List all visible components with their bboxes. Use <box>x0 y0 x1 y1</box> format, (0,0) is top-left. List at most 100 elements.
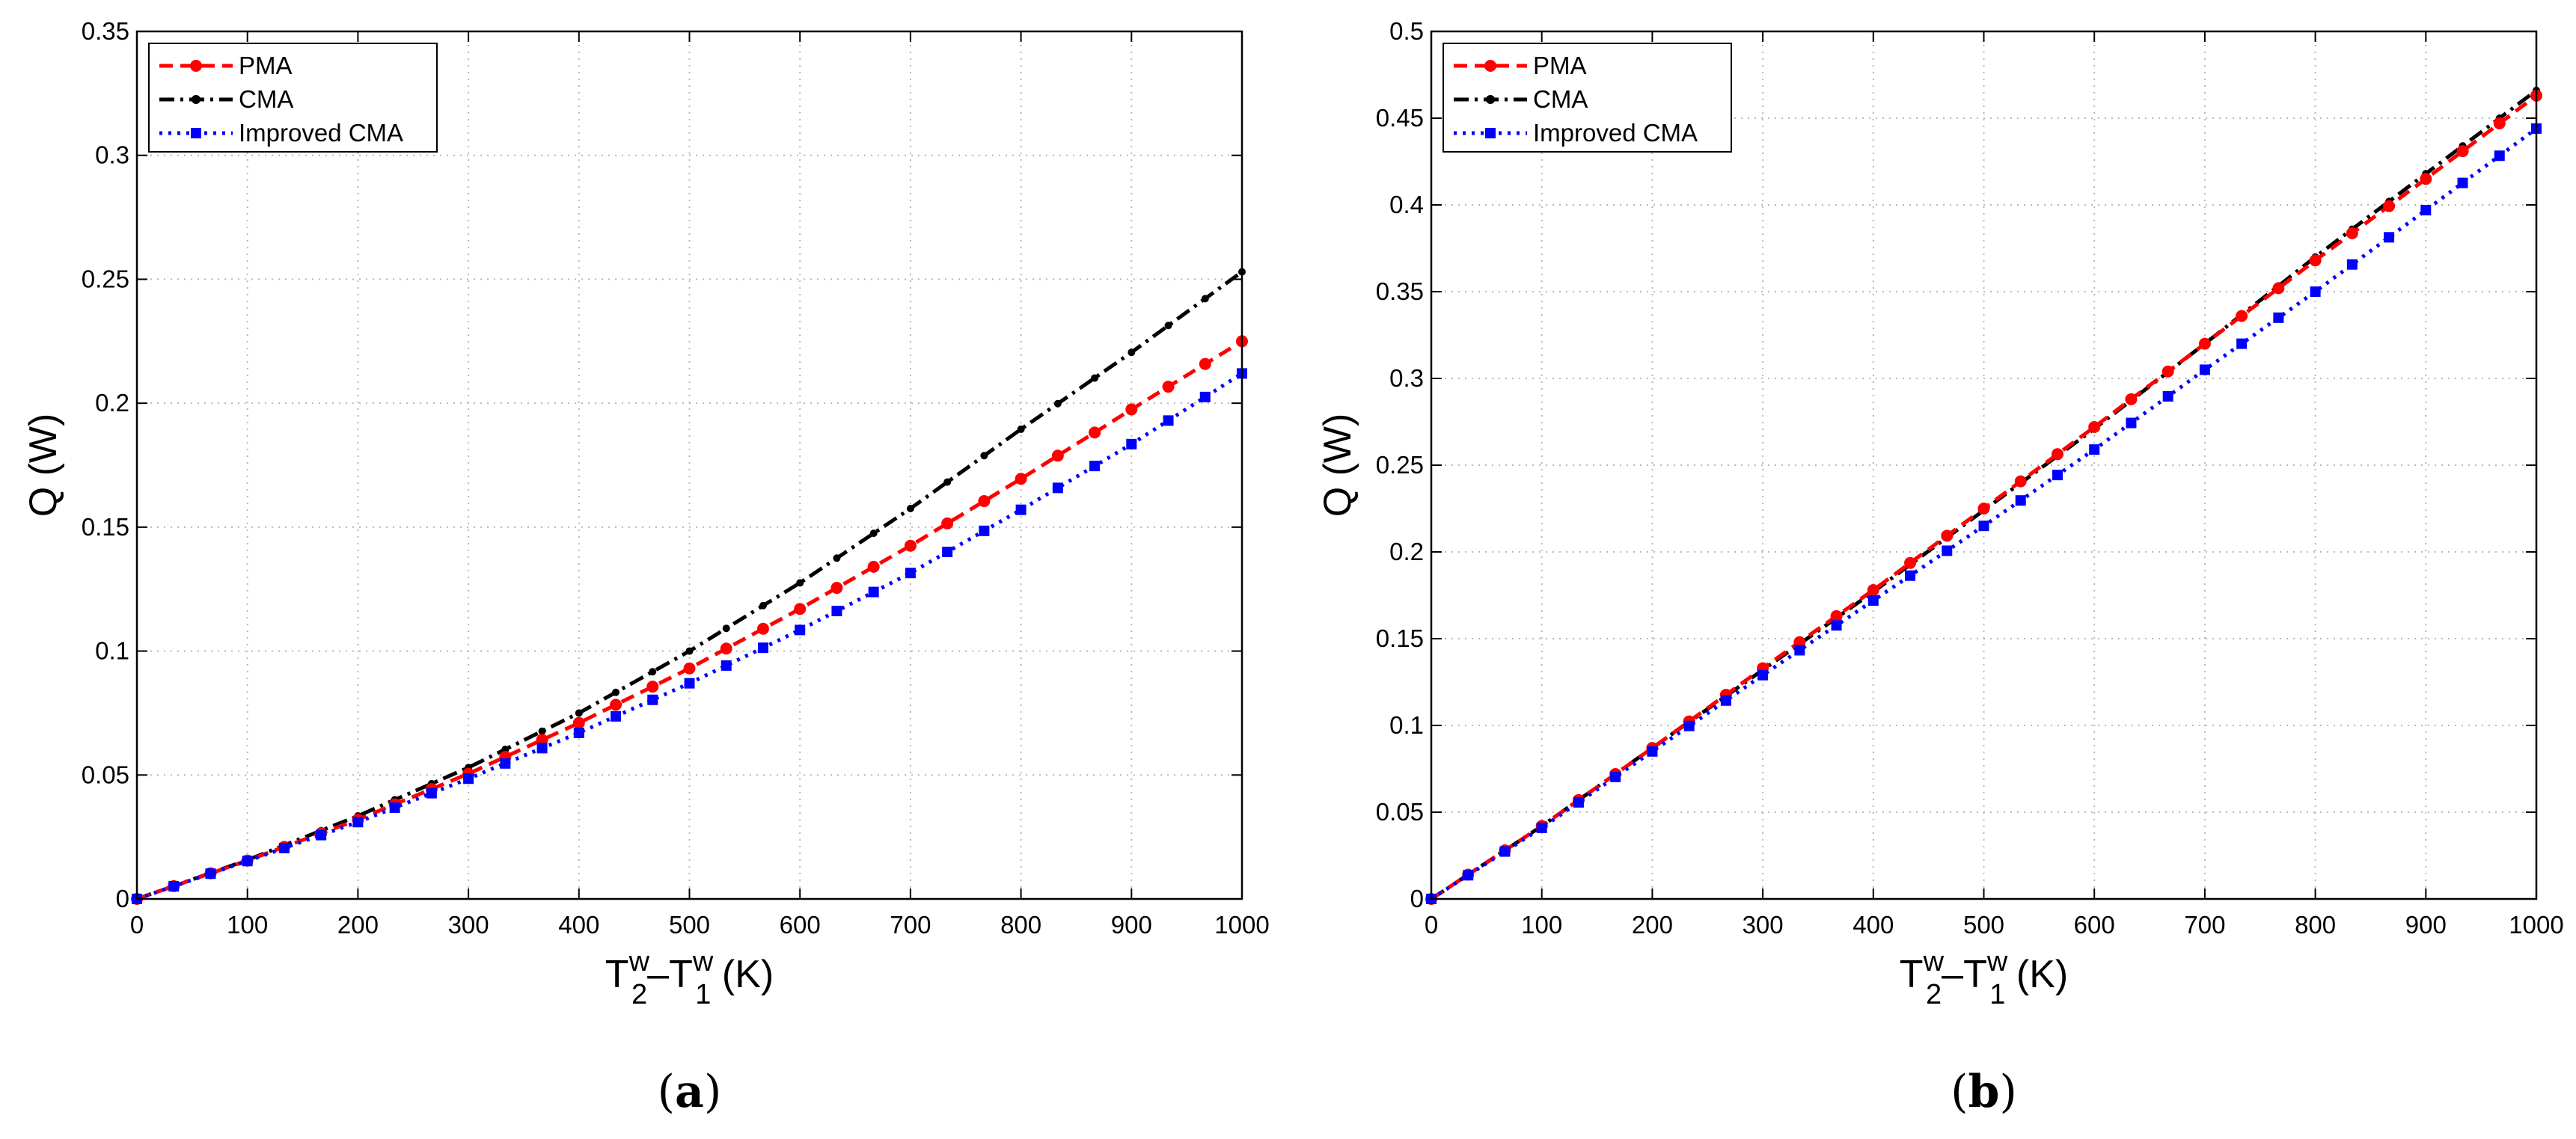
x-axis-label-part: (K) <box>2005 953 2068 996</box>
y-tick-label: 0.3 <box>1389 364 1424 392</box>
series-point-improved-cma <box>500 758 511 769</box>
legend-marker-pma <box>190 60 202 72</box>
series-point-pma <box>1089 426 1101 439</box>
series-point-pma <box>683 662 696 675</box>
series-point-improved-cma <box>536 743 548 754</box>
series-point-improved-cma <box>1867 595 1879 606</box>
x-axis-label-part: T <box>669 953 693 996</box>
legend-marker-cma <box>192 95 201 104</box>
series-point-pma <box>1867 584 1879 597</box>
series-point-improved-cma <box>1536 822 1547 833</box>
series-point-pma <box>536 734 548 746</box>
legend-marker-cma <box>1486 95 1495 104</box>
series-point-improved-cma <box>1683 720 1695 731</box>
x-tick-label: 900 <box>1111 911 1152 939</box>
y-tick-label: 0.05 <box>1376 798 1424 826</box>
panel-label-part: b <box>1968 1066 2000 1118</box>
series-point-improved-cma <box>2052 470 2063 481</box>
x-axis-label: Tw 2–Tw 1 (K) <box>1900 946 2068 1010</box>
y-tick-label: 0 <box>1410 885 1424 912</box>
x-tick-label: 300 <box>448 911 489 939</box>
series-point-pma <box>1830 610 1843 622</box>
series-point-improved-cma <box>1499 846 1511 857</box>
plot-frame <box>135 30 1243 900</box>
series-point-pma <box>2383 200 2396 212</box>
series-point-cma <box>612 688 620 696</box>
chart-panel-b: 0 100 200 300 400 500 600 700 800 900 1000 0 0.05 0.1… <box>1316 17 2564 1118</box>
series-point-pma <box>867 560 880 573</box>
series-point-pma <box>1162 381 1175 393</box>
series-point-improved-cma <box>316 829 327 841</box>
series-point-pma <box>2014 475 2027 488</box>
series-point-improved-cma <box>1978 521 1989 532</box>
series-point-cma <box>980 452 988 460</box>
x-tick-label: 700 <box>890 911 931 939</box>
series-point-pma <box>756 622 769 635</box>
x-tick-label: 100 <box>227 911 268 939</box>
series-point-improved-cma <box>647 694 658 705</box>
series-point-improved-cma <box>1463 870 1474 881</box>
y-tick-label: 0.15 <box>82 513 129 541</box>
series-point-cma <box>1201 295 1209 303</box>
legend-label: CMA <box>239 85 293 113</box>
legend-marker-pma <box>1484 60 1496 72</box>
series-point-improved-cma <box>278 842 290 853</box>
series-point-improved-cma <box>868 586 879 598</box>
x-axis-label-part: T <box>1963 953 1987 996</box>
series-point-cma <box>685 647 694 655</box>
x-axis-label-part: 1 <box>695 979 711 1010</box>
series-point-improved-cma <box>684 678 695 689</box>
series-point-pma <box>2272 282 2285 295</box>
series-line-pma <box>136 340 1243 901</box>
series-point-pma <box>572 716 585 729</box>
series-point-improved-cma <box>2089 444 2100 455</box>
y-tick-label: 0.1 <box>95 637 129 665</box>
series-point-cma <box>1053 399 1062 408</box>
series-point-improved-cma <box>1720 695 1731 706</box>
series-point-improved-cma <box>2457 177 2468 188</box>
x-tick-label: 900 <box>2405 911 2447 939</box>
series-point-pma <box>1977 503 1990 515</box>
series-point-improved-cma <box>352 817 364 828</box>
x-tick-label: 1000 <box>1214 911 1269 939</box>
y-axis-label: Q (W) <box>1316 414 1359 518</box>
y-tick-label: 0.2 <box>1389 538 1424 565</box>
series-point-pma <box>978 495 991 508</box>
series-point-pma <box>1904 556 1917 569</box>
series-point-improved-cma <box>2273 312 2284 323</box>
series-point-improved-cma <box>2015 495 2026 506</box>
x-tick-label: 400 <box>558 911 599 939</box>
y-tick-label: 0.1 <box>1389 711 1424 739</box>
x-axis-label-part: (K) <box>711 953 774 996</box>
series-point-pma <box>646 681 659 693</box>
series-point-improved-cma <box>1757 669 1769 681</box>
series-point-improved-cma <box>1126 438 1137 449</box>
series-point-pma <box>1941 529 1954 542</box>
legend-label: Improved CMA <box>1533 119 1698 147</box>
x-axis-label-part: w <box>628 946 650 977</box>
y-tick-label: 0.25 <box>1376 451 1424 479</box>
legend-marker-improved-cma <box>191 128 201 138</box>
panel-label: (a) <box>658 1066 722 1118</box>
series-point-cma <box>833 554 841 562</box>
y-tick-label: 0.45 <box>1376 104 1424 132</box>
legend: PMA CMA Improved CMA <box>1443 43 1732 153</box>
x-tick-label: 600 <box>780 911 821 939</box>
series-point-improved-cma <box>1199 391 1211 402</box>
plot-frame <box>1430 30 2538 900</box>
series-point-improved-cma <box>905 568 916 579</box>
series-point-improved-cma <box>1052 482 1063 494</box>
x-tick-label: 1000 <box>2509 911 2563 939</box>
x-tick-label: 500 <box>669 911 710 939</box>
series-point-improved-cma <box>1905 570 1916 581</box>
y-tick-label: 0.15 <box>1376 624 1424 652</box>
series-point-improved-cma <box>2494 150 2505 162</box>
chart-panel-a: 0 100 200 300 400 500 600 700 800 900 1000 0 0.05 0.1… <box>22 17 1270 1118</box>
x-tick-label: 800 <box>2295 911 2336 939</box>
series-point-improved-cma <box>426 788 437 799</box>
series-point-improved-cma <box>1089 461 1101 472</box>
series-line-cma <box>136 270 1243 901</box>
series-point-cma <box>906 505 914 512</box>
y-tick-label: 0.35 <box>1376 277 1424 305</box>
panel-label-part: ) <box>1999 1066 2016 1118</box>
